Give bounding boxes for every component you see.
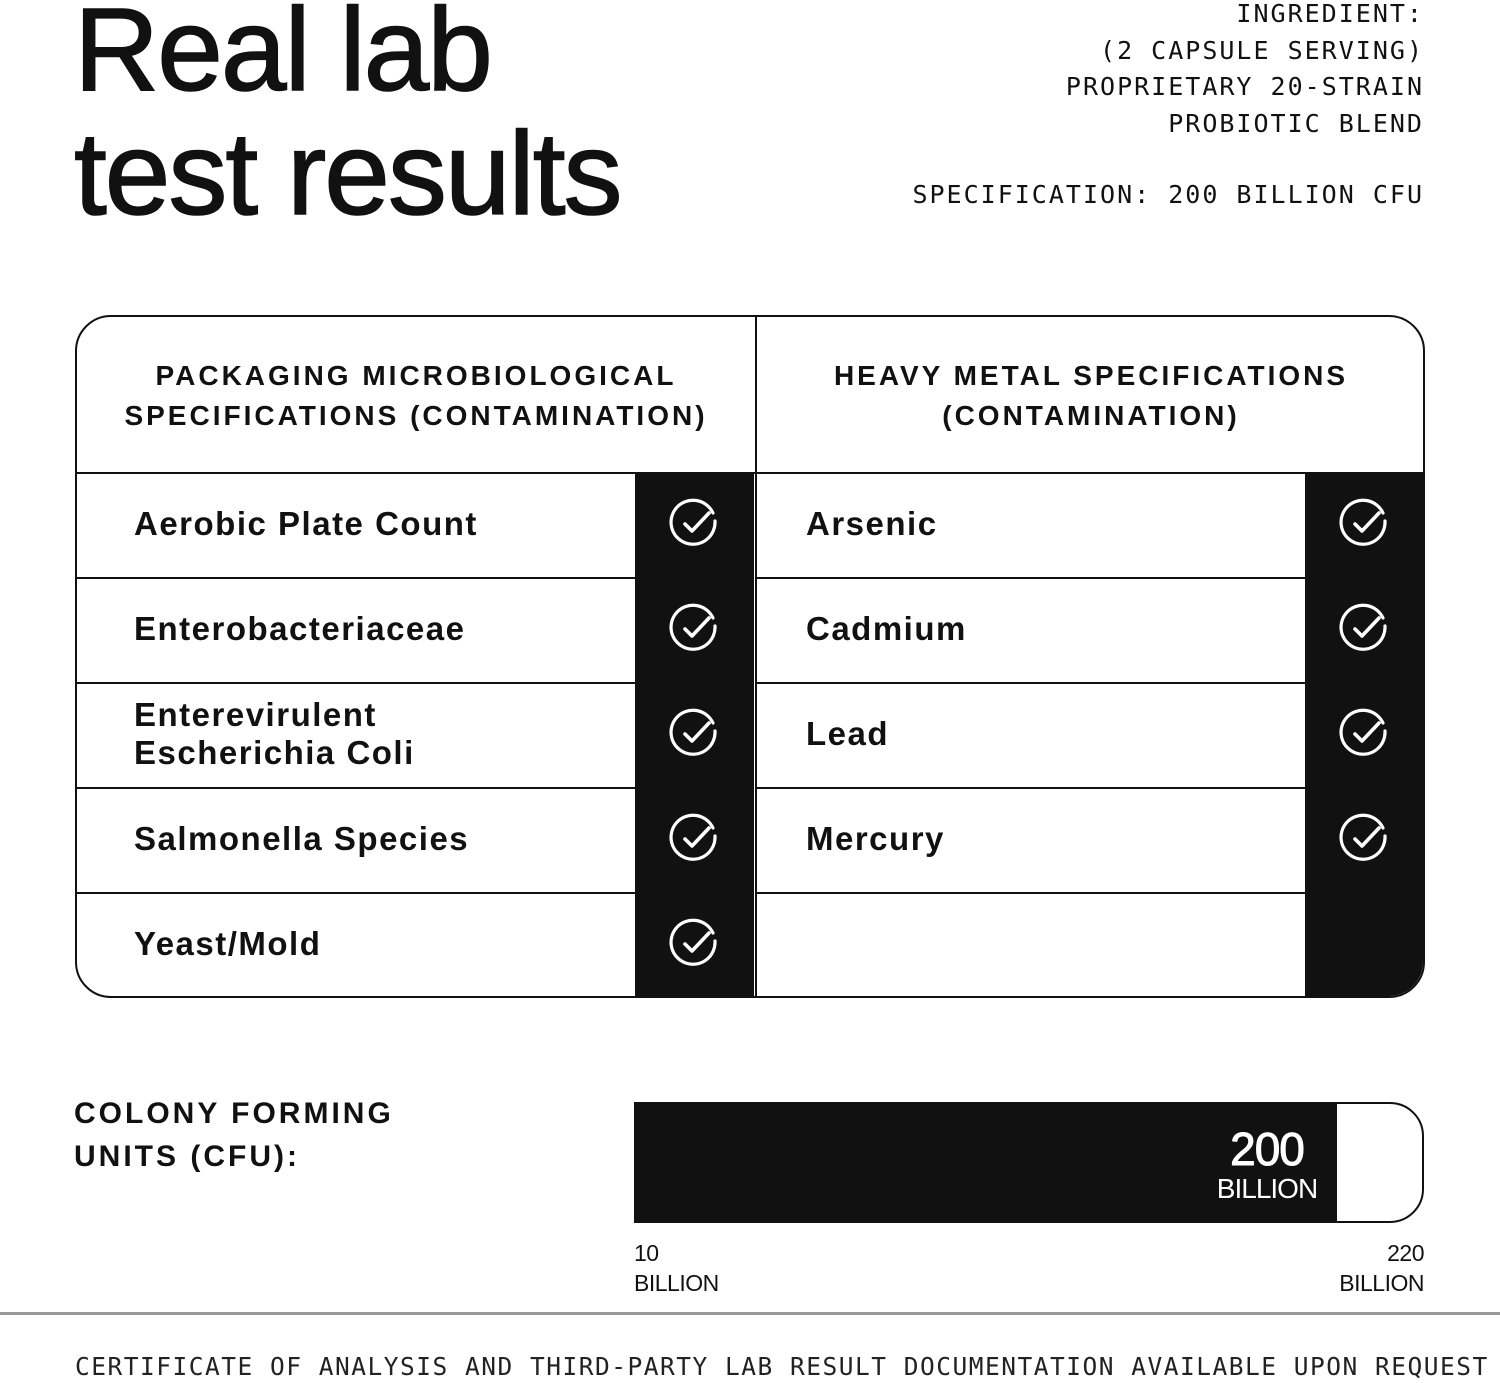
table-row-label: Arsenic	[806, 505, 938, 542]
table-row-label: Salmonella Species	[134, 820, 470, 857]
row-divider	[757, 577, 1305, 579]
results-table: PACKAGING MICROBIOLOGICAL SPECIFICATIONS …	[75, 315, 1425, 998]
row-divider	[77, 787, 635, 789]
row-divider	[77, 682, 635, 684]
row-divider	[757, 787, 1305, 789]
check-circle-icon	[1339, 498, 1391, 550]
table-row-label: Enterobacteriaceae	[134, 610, 466, 647]
check-circle-icon	[669, 918, 721, 970]
row-divider	[757, 892, 1305, 894]
status-column	[1305, 474, 1423, 996]
cfu-min-label: 10 BILLION	[634, 1240, 719, 1296]
check-circle-icon	[669, 708, 721, 760]
cfu-label: COLONY FORMING UNITS (CFU):	[74, 1097, 394, 1173]
check-circle-icon	[669, 498, 721, 550]
table-row-label: Mercury	[806, 820, 945, 857]
table-row-label: Enterevirulent Escherichia Coli	[134, 696, 415, 771]
footer-note: CERTIFICATE OF ANALYSIS AND THIRD-PARTY …	[75, 1352, 1489, 1381]
specification: SPECIFICATION: 200 BILLION CFU	[912, 180, 1424, 209]
row-divider	[77, 892, 635, 894]
row-divider	[757, 682, 1305, 684]
row-divider	[77, 577, 635, 579]
check-circle-icon	[1339, 813, 1391, 865]
check-circle-icon	[669, 813, 721, 865]
check-circle-icon	[669, 603, 721, 655]
table-row-label: Lead	[806, 715, 890, 752]
divider	[77, 472, 1423, 474]
cfu-bar-fill	[636, 1104, 1337, 1221]
cfu-max-label: 220 BILLION	[1339, 1240, 1424, 1296]
table-row-label: Cadmium	[806, 610, 967, 647]
divider	[755, 317, 757, 996]
status-column	[635, 474, 754, 996]
cfu-value: 200 BILLION	[1216, 1123, 1318, 1204]
table-row-label	[806, 892, 1286, 996]
table-row-label: Yeast/Mold	[134, 925, 322, 962]
table-header-heavy-metal: HEAVY METAL SPECIFICATIONS (CONTAMINATION…	[833, 359, 1349, 431]
page-title: Real lab test results	[73, 0, 623, 240]
table-header-microbiological: PACKAGING MICROBIOLOGICAL SPECIFICATIONS …	[124, 359, 708, 431]
check-circle-icon	[1339, 603, 1391, 655]
table-row-label: Aerobic Plate Count	[134, 505, 478, 542]
ingredient-info: INGREDIENT: (2 CAPSULE SERVING) PROPRIET…	[1065, 0, 1424, 138]
divider	[0, 1312, 1500, 1315]
check-circle-icon	[1339, 708, 1391, 760]
cfu-bar: 200 BILLION	[634, 1102, 1424, 1223]
